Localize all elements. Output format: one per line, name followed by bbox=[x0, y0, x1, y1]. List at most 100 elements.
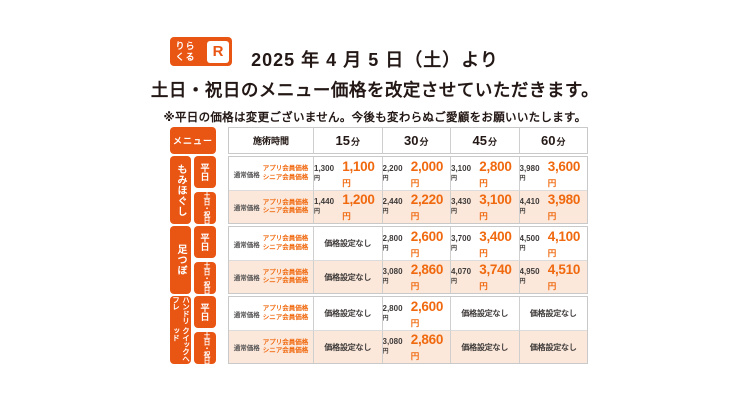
table-header-band: メニュー 施術時間 15 分 30 分 45 分 60 分 bbox=[170, 127, 588, 154]
price-type-label-cell: 通常価格 アプリ会員価格 シニア会員価格 bbox=[229, 157, 313, 190]
section-price-grid: 通常価格 アプリ会員価格 シニア会員価格 価格設定なし 2,800円 2,600円 3,70… bbox=[228, 226, 588, 294]
section-price-grid: 通常価格 アプリ会員価格 シニア会員価格 1,300円 1,100円 2,200円 2,00… bbox=[228, 156, 588, 224]
price-type-label-cell: 通常価格 アプリ会員価格 シニア会員価格 bbox=[229, 297, 313, 330]
no-price-text: 価格設定なし bbox=[461, 309, 509, 318]
normal-price: 3,080円 bbox=[382, 337, 403, 355]
member-price: 1,100円 bbox=[342, 158, 375, 188]
duration-unit: 分 bbox=[487, 137, 497, 147]
menu-group-name: もみほぐし bbox=[175, 163, 186, 217]
normal-price: 2,200円 bbox=[382, 163, 403, 182]
price-cell: 2,800円 2,600円 bbox=[381, 297, 451, 330]
menu-group-name: ハンドリフレ bbox=[171, 296, 191, 324]
price-type-label-cell: 通常価格 アプリ会員価格 シニア会員価格 bbox=[229, 330, 313, 363]
menu-group-badge: 足つぼ bbox=[170, 226, 191, 294]
member-price: 2,600円 bbox=[410, 228, 444, 258]
normal-price-label: 通常価格 bbox=[233, 275, 260, 282]
normal-price: 3,100円 bbox=[451, 163, 472, 182]
normal-price-label: 通常価格 bbox=[233, 171, 260, 179]
duration-header-cell: 45 分 bbox=[450, 128, 519, 153]
price-cell: 3,080円 2,860円 bbox=[381, 330, 450, 363]
member-price-label: アプリ会員価格 シニア会員価格 bbox=[262, 268, 309, 284]
no-price-text: 価格設定なし bbox=[324, 272, 372, 282]
member-price: 3,100円 bbox=[479, 192, 512, 221]
normal-price-label: 通常価格 bbox=[233, 205, 260, 212]
price-cell: 1,300円 1,100円 bbox=[313, 157, 382, 190]
price-cell: 2,440円 2,220円 bbox=[381, 190, 450, 223]
menu-section-band: 足つぼ 平日 土日・祝日 通常価格 アプリ会員価格 シニア会員価格 価格設定なし 2,800円… bbox=[170, 226, 588, 294]
no-price-text: 価格設定なし bbox=[461, 342, 509, 352]
duration-value: 15 bbox=[335, 133, 350, 148]
headline-block: 2025 年 4 月 5 日（土）より 土日・祝日のメニュー価格を改定させていた… bbox=[0, 46, 750, 125]
logo-char: り bbox=[175, 40, 185, 51]
logo-char: ら bbox=[185, 40, 195, 51]
day-badge-weekend: 土日・祝日 bbox=[194, 192, 216, 224]
price-cell: 価格設定なし bbox=[313, 330, 382, 363]
normal-price: 4,070円 bbox=[451, 267, 472, 285]
no-price-text: 価格設定なし bbox=[324, 239, 372, 248]
member-price: 2,860円 bbox=[410, 332, 444, 361]
normal-price: 3,700円 bbox=[451, 233, 472, 252]
member-price: 4,100円 bbox=[547, 228, 581, 258]
member-price: 3,740円 bbox=[479, 262, 512, 291]
price-cell: 2,800円 2,600円 bbox=[381, 227, 451, 260]
price-table: メニュー 施術時間 15 分 30 分 45 分 60 分 もみほぐし 平日 土日・祝日 通常価格ア… bbox=[170, 127, 588, 364]
section-price-grid: 通常価格 アプリ会員価格 シニア会員価格 価格設定なし 2,800円 2,600円 価格設定… bbox=[228, 296, 588, 364]
price-cell: 3,100円 2,800円 bbox=[450, 157, 519, 190]
member-price-label: アプリ会員価格 シニア会員価格 bbox=[262, 165, 309, 181]
member-price: 2,600円 bbox=[410, 298, 444, 328]
day-badge-weekday: 平日 bbox=[194, 296, 216, 328]
section-rail: 足つぼ 平日土日・祝日 bbox=[170, 226, 216, 294]
normal-price: 4,950円 bbox=[519, 267, 540, 285]
menu-header-badge: メニュー bbox=[170, 127, 216, 154]
normal-price: 3,430円 bbox=[451, 197, 472, 215]
member-price: 2,860円 bbox=[410, 262, 444, 291]
duration-header-cell: 15 分 bbox=[313, 128, 382, 153]
member-price: 3,980円 bbox=[547, 192, 581, 221]
logo-r-mark-icon: R bbox=[207, 40, 229, 63]
normal-price: 1,440円 bbox=[314, 197, 335, 215]
price-cell: 3,980円 3,600円 bbox=[518, 157, 588, 190]
normal-price: 4,410円 bbox=[519, 197, 540, 215]
no-price-text: 価格設定なし bbox=[324, 342, 372, 352]
duration-header-cell: 30 分 bbox=[381, 128, 451, 153]
effective-date-title: 2025 年 4 月 5 日（土）より bbox=[251, 50, 499, 70]
logo-brand-characters: り ら く る bbox=[175, 41, 195, 63]
menu-group-name: クイックヘッド bbox=[171, 327, 191, 363]
price-cell: 3,080円 2,860円 bbox=[381, 260, 450, 293]
member-price: 3,400円 bbox=[479, 228, 512, 258]
price-type-label-cell: 通常価格 アプリ会員価格 シニア会員価格 bbox=[229, 190, 313, 223]
no-price-text: 価格設定なし bbox=[529, 309, 577, 318]
normal-price: 3,080円 bbox=[382, 267, 403, 285]
day-badge-weekday: 平日 bbox=[194, 156, 216, 188]
logo-char: く bbox=[175, 51, 185, 62]
menu-section-band: ハンドリフレ クイックヘッド 平日 土日・祝日 通常価格 アプリ会員価格 シニア会員価格 価格… bbox=[170, 296, 588, 364]
menu-section-band: もみほぐし 平日 土日・祝日 通常価格 アプリ会員価格 シニア会員価格 1,300円 1,10… bbox=[170, 156, 588, 224]
price-cell: 4,410円 3,980円 bbox=[518, 190, 587, 223]
section-rail: もみほぐし 平日土日・祝日 bbox=[170, 156, 216, 224]
normal-price: 4,500円 bbox=[519, 233, 540, 252]
price-cell: 1,440円 1,200円 bbox=[313, 190, 382, 223]
price-cell: 価格設定なし bbox=[313, 260, 382, 293]
member-price: 2,000円 bbox=[410, 158, 444, 188]
duration-unit: 分 bbox=[350, 137, 360, 147]
day-badge-column: 平日 土日・祝日 bbox=[194, 226, 216, 294]
menu-group-badge: もみほぐし bbox=[170, 156, 191, 224]
member-price-label: アプリ会員価格 シニア会員価格 bbox=[262, 305, 309, 321]
price-cell: 価格設定なし bbox=[518, 330, 587, 363]
member-price: 2,800円 bbox=[479, 158, 512, 188]
member-price-label: アプリ会員価格 シニア会員価格 bbox=[262, 235, 309, 251]
duration-unit: 分 bbox=[556, 137, 566, 147]
day-badge-weekend: 土日・祝日 bbox=[194, 262, 216, 294]
weekday-unchanged-note: ※平日の価格は変更ございません。今後も変わらぬご愛顧をお願いいたします。 bbox=[163, 112, 587, 124]
member-price: 4,510円 bbox=[547, 262, 581, 291]
menu-group-name: 足つぼ bbox=[175, 244, 186, 276]
price-cell: 価格設定なし bbox=[450, 330, 519, 363]
normal-price: 2,800円 bbox=[382, 233, 403, 252]
duration-header-cell: 60 分 bbox=[518, 128, 588, 153]
price-revision-title: 土日・祝日のメニュー価格を改定させていただきます。 bbox=[150, 80, 600, 100]
price-cell: 4,500円 4,100円 bbox=[518, 227, 588, 260]
normal-price: 1,300円 bbox=[314, 163, 335, 182]
day-badge-weekday: 平日 bbox=[194, 226, 216, 258]
menu-group-badge: ハンドリフレクイックヘッド bbox=[170, 296, 191, 364]
no-price-text: 価格設定なし bbox=[529, 342, 577, 352]
